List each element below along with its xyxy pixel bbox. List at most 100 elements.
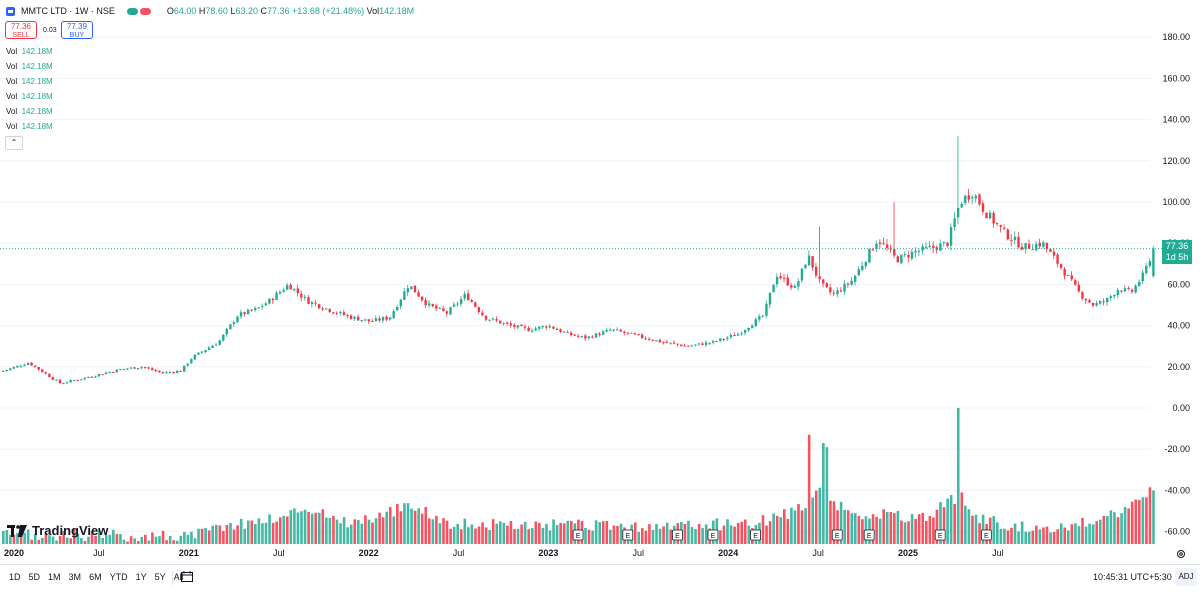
candle-body	[800, 268, 804, 281]
indicator-legend-5[interactable]: Vol 142.18M	[6, 107, 53, 116]
collapse-legend-button[interactable]: ⌃	[5, 136, 23, 150]
candle-body	[420, 296, 424, 301]
volume-bar	[701, 528, 704, 544]
volume-bar	[1095, 521, 1098, 544]
volume-bar	[825, 447, 829, 544]
volume-bar	[108, 534, 112, 544]
volume-bar	[456, 523, 459, 544]
volume-bar	[1130, 501, 1134, 544]
range-5y-button[interactable]: 5Y	[154, 572, 166, 582]
volume-bar	[1091, 524, 1095, 544]
range-1m-button[interactable]: 1M	[48, 572, 61, 582]
buy-button[interactable]: 77.39 BUY	[61, 21, 93, 39]
candle-body	[854, 275, 857, 282]
candle-body	[506, 322, 509, 324]
candle-body	[1116, 290, 1120, 295]
candle-body	[254, 307, 257, 311]
range-5d-button[interactable]: 5D	[28, 572, 41, 582]
candle-body	[5, 369, 8, 371]
range-1y-button[interactable]: 1Y	[135, 572, 147, 582]
volume-bar	[136, 541, 140, 544]
candle-body	[23, 364, 26, 366]
time-tick-label: Jul	[633, 548, 645, 558]
symbol-title[interactable]: MMTC LTD · 1W · NSE	[21, 6, 115, 16]
range-6m-button[interactable]: 6M	[89, 572, 102, 582]
candle-body	[310, 302, 314, 305]
candle-body	[1088, 300, 1091, 303]
volume-bar	[729, 525, 733, 544]
candle-body	[136, 368, 140, 370]
volume-bar	[591, 530, 594, 544]
indicator-legend-1[interactable]: Vol 142.18M	[6, 47, 53, 56]
candle-body	[1070, 275, 1073, 280]
candle-body	[271, 298, 275, 301]
candle-body	[807, 255, 811, 266]
range-3m-button[interactable]: 3M	[68, 572, 82, 582]
candle-body	[956, 207, 960, 218]
volume-bar	[644, 530, 648, 544]
volume-bar	[58, 536, 62, 544]
volume-bar	[570, 521, 573, 544]
candle-body	[129, 367, 133, 369]
candle-body	[250, 309, 253, 311]
candle-body	[165, 372, 168, 374]
candle-body	[644, 338, 647, 340]
indicator-legend-2[interactable]: Vol 142.18M	[6, 62, 53, 71]
range-all-button[interactable]: All	[173, 572, 184, 582]
volume-bar	[903, 522, 907, 544]
volume-bar	[875, 516, 878, 544]
candle-body	[1027, 243, 1031, 249]
volume-bar	[893, 513, 896, 544]
candle-body	[562, 331, 566, 333]
volume-bar	[1106, 515, 1109, 544]
range-1d-button[interactable]: 1D	[9, 572, 21, 582]
volume-bar	[1056, 529, 1059, 544]
indicator-legend-3[interactable]: Vol 142.18M	[6, 77, 53, 86]
volume-bar	[12, 534, 16, 544]
calendar-icon[interactable]	[181, 571, 193, 582]
candle-body	[612, 329, 615, 331]
volume-bar	[261, 523, 264, 544]
volume-bar	[264, 522, 268, 544]
price-chart[interactable]: E E E E E E E E E 180.00 160.00 140.00 120.00 100.00…	[0, 0, 1200, 564]
volume-bar	[743, 519, 747, 544]
candle-body	[857, 269, 860, 276]
candle-body	[1074, 280, 1077, 285]
volume-bar	[1027, 531, 1031, 544]
candle-body	[218, 340, 221, 345]
indicator-legend-4[interactable]: Vol 142.18M	[6, 92, 53, 101]
earnings-marker-label: E	[938, 533, 943, 540]
candle-body	[843, 283, 846, 292]
candle-body	[133, 367, 136, 369]
clock-timezone[interactable]: 10:45:31 UTC+5:30	[1093, 572, 1172, 582]
volume-bar	[90, 531, 94, 544]
volume-bar	[974, 514, 978, 544]
candle-body	[580, 335, 584, 337]
volume-bar	[424, 507, 428, 544]
volume-bar	[144, 534, 147, 544]
tradingview-logo[interactable]: TradingView	[7, 523, 108, 538]
volume-bar	[122, 539, 126, 544]
volume-bar	[37, 539, 41, 544]
gear-icon[interactable]	[1176, 549, 1186, 559]
volume-bar	[612, 525, 616, 544]
sell-button[interactable]: 77.36 SELL	[5, 21, 37, 39]
volume-bar	[690, 527, 694, 544]
candle-body	[126, 368, 129, 370]
volume-bar	[190, 531, 193, 544]
volume-bar	[1067, 530, 1070, 544]
range-ytd-button[interactable]: YTD	[109, 572, 128, 582]
indicator-legend-6[interactable]: Vol 142.18M	[6, 122, 53, 131]
market-status-icon[interactable]	[126, 7, 151, 15]
volume-bar	[339, 523, 342, 544]
adjust-data-button[interactable]: ADJ	[1175, 568, 1197, 586]
candle-body	[502, 322, 505, 324]
candle-body	[875, 243, 878, 250]
volume-bar	[44, 533, 48, 544]
candle-body	[530, 330, 534, 332]
candle-body	[445, 311, 449, 314]
candle-body	[637, 334, 640, 336]
candle-body	[786, 277, 789, 286]
candle-body	[793, 285, 797, 288]
volume-bar	[484, 527, 488, 544]
